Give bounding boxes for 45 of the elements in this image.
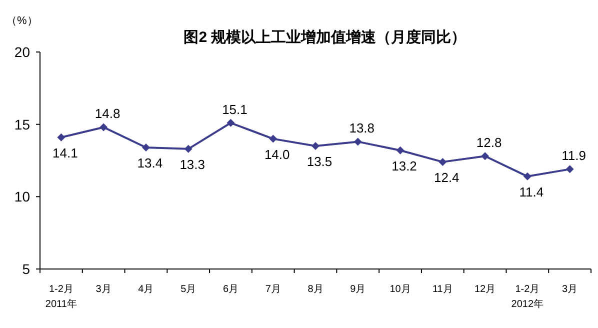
data-label: 11.9 bbox=[562, 148, 586, 164]
point bbox=[481, 152, 490, 160]
y-tick-label: 5 bbox=[22, 261, 30, 277]
data-label: 14.1 bbox=[52, 145, 78, 160]
data-label: 12.4 bbox=[434, 170, 460, 185]
data-label: 11.4 bbox=[519, 184, 544, 200]
x-tick-label: 8月 bbox=[308, 284, 324, 295]
point bbox=[523, 172, 532, 180]
x-tick-label: 9月 bbox=[350, 284, 366, 295]
y-tick-label: 20 bbox=[14, 44, 30, 60]
x-tick-label: 10月 bbox=[390, 284, 411, 295]
point bbox=[354, 138, 362, 146]
x-tick-label: 1-2月 2012年 bbox=[511, 284, 544, 310]
x-tick-label: 12月 bbox=[474, 284, 496, 295]
x-tick-label: 6月 bbox=[222, 284, 239, 295]
data-label: 13.2 bbox=[392, 158, 417, 174]
data-label: 14.0 bbox=[264, 146, 290, 162]
x-tick-label: 7月 bbox=[265, 284, 281, 295]
point bbox=[184, 144, 192, 153]
data-label: 14.8 bbox=[94, 106, 120, 122]
x-tick-label: 11月 bbox=[432, 284, 453, 295]
point bbox=[269, 134, 278, 143]
point bbox=[438, 158, 447, 166]
point bbox=[566, 165, 574, 174]
data-label: 13.3 bbox=[180, 156, 205, 172]
point bbox=[142, 143, 150, 152]
point bbox=[396, 146, 404, 154]
y-tick-label: 15 bbox=[14, 116, 30, 132]
data-label: 12.8 bbox=[476, 135, 502, 150]
x-tick-label: 1-2月 2011年 bbox=[45, 284, 77, 310]
chart-title: 图2 规模以上工业增加值增速（月度同比） bbox=[184, 28, 466, 46]
x-tick-label: 3月 bbox=[562, 284, 578, 295]
point bbox=[100, 123, 108, 132]
point bbox=[226, 118, 235, 127]
x-tick-label: 4月 bbox=[138, 284, 154, 295]
y-axis-title: （%） bbox=[6, 15, 38, 27]
data-label: 13.8 bbox=[349, 120, 375, 136]
data-label: 13.5 bbox=[306, 154, 332, 170]
y-tick-label: 10 bbox=[14, 188, 30, 205]
x-tick-label: 3月 bbox=[96, 284, 112, 295]
x-tick-label: 5月 bbox=[180, 284, 196, 295]
data-label: 13.4 bbox=[137, 155, 163, 170]
point bbox=[57, 133, 66, 142]
data-label: 15.1 bbox=[222, 102, 248, 117]
point bbox=[312, 142, 320, 150]
